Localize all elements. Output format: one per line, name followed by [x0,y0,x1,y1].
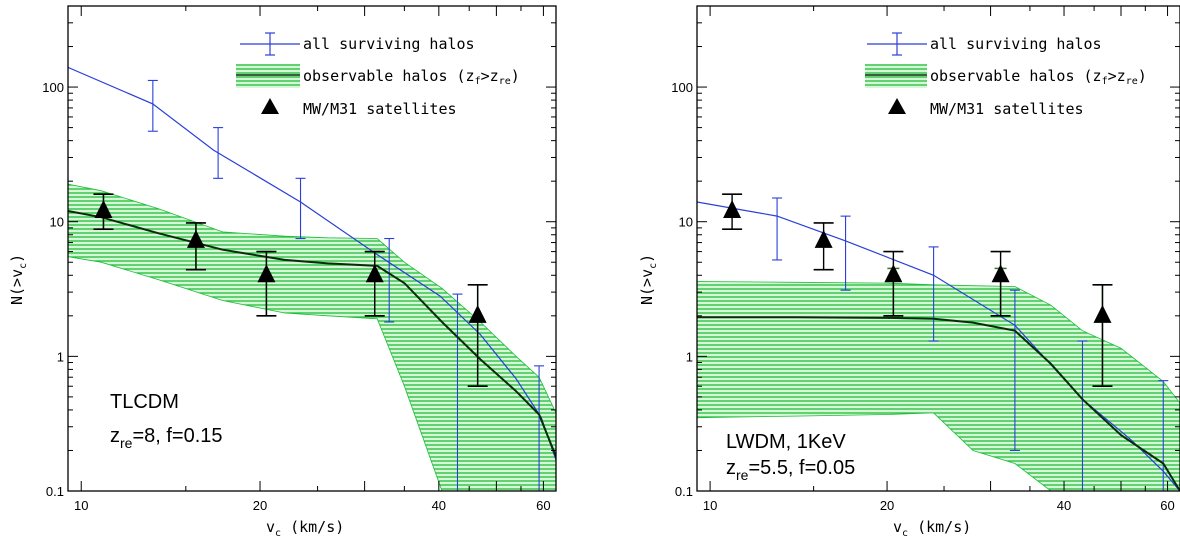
y-tick-label: 10 [679,215,693,230]
y-tick-label: 1 [57,349,64,364]
legend-all-label: all surviving halos [303,35,475,53]
y-tick-label: 0.1 [46,484,64,499]
x-tick-label: 10 [703,498,717,513]
x-axis-label-1: vc (km/s) [266,518,344,539]
legend-obs-label: observable halos (zf>zre) [930,67,1147,87]
all-halos-errorbar [147,79,158,132]
legend-1: all surviving halos observable halos (zf… [236,32,520,118]
annotation-params-1: zre=8, f=0.15 [110,425,223,451]
legend-obs-swatch [236,64,300,88]
annotation-model-2: LWDM, 1KeV [726,431,846,453]
y-tick-label: 100 [42,80,64,95]
legend-sat-label: MW/M31 satellites [303,100,457,118]
all-halos-errorbar [534,365,545,491]
observable-halos-line [697,316,1180,491]
satellite-point [722,193,743,230]
x-axis-label-2: vc (km/s) [893,518,971,539]
legend-obs-label: observable halos (zf>zre) [303,67,520,87]
y-tick-label: 100 [671,80,693,95]
y-tick-label: 0.1 [675,484,693,499]
all-halos-errorbar [928,246,939,342]
all-halos-errorbar [452,293,463,491]
y-axis-label-1: N(>vc) [8,254,29,305]
x-tick-label: 20 [880,498,894,513]
observable-halos-line [68,210,556,457]
all-halos-errorbar [1009,289,1020,452]
all-halos-line [68,66,556,461]
all-halos-errorbar [1158,380,1169,491]
panel-2: 0.1 1 10 100 10 20 40 60 all surviving halos ob… [638,5,1180,539]
all-halos-errorbar [1077,340,1088,491]
all-halos-errorbar [213,127,224,179]
satellite-point [990,250,1011,317]
all-halos-errorbar [384,237,395,323]
annotation-params-2: zre=5.5, f=0.05 [726,457,855,483]
y-tick-label: 1 [686,349,693,364]
legend-sat-label: MW/M31 satellites [930,100,1084,118]
x-tick-label: 10 [74,498,88,513]
x-tick-label: 60 [536,498,550,513]
x-tick-label: 60 [1160,498,1174,513]
annotation-model-1: TLCDM [110,391,179,413]
x-tick-label: 40 [432,498,446,513]
all-halos-errorbar [840,215,851,291]
legend-sat-marker [888,98,906,114]
satellite-point [256,250,277,317]
x-tick-label: 20 [253,498,267,513]
satellite-point [883,250,904,317]
satellite-point [1092,283,1113,388]
satellite-point [813,222,834,271]
legend-sat-marker [261,98,279,114]
all-halos-errorbar [772,197,783,261]
observable-band [68,183,556,491]
all-halos-errorbar [295,177,306,240]
satellite-point [364,250,385,317]
x-tick-label: 40 [1057,498,1071,513]
legend-all-label: all surviving halos [930,35,1102,53]
y-axis-label-2: N(>vc) [638,254,659,305]
panel-1: 0.1 1 10 100 10 20 40 60 all surviving halos ob… [8,5,557,539]
legend-2: all surviving halos observable halos (zf… [865,32,1147,118]
plot-frame-2 [696,5,1180,492]
satellite-point [185,222,206,271]
satellite-point [467,283,488,388]
observable-band [697,281,1180,491]
y-tick-label: 10 [50,215,64,230]
plot-frame-1 [67,5,557,492]
legend-obs-swatch [865,64,927,88]
satellite-point [93,193,114,230]
